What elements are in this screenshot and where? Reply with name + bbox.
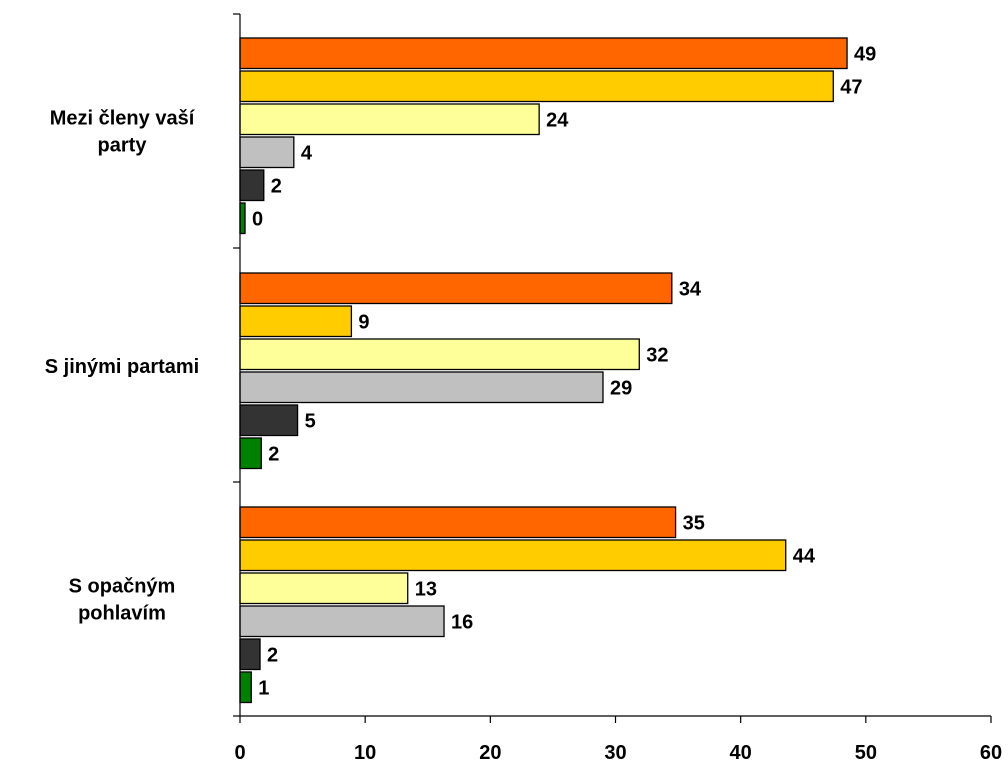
value-label-3-series-4: 16 <box>451 611 473 633</box>
bar-2-series-5 <box>239 404 299 437</box>
axes-layer: 0 10 20 30 40 50 60 <box>233 13 1002 764</box>
x-tick-label-20: 20 <box>479 742 501 764</box>
category-label-3: S opačným pohlavím <box>69 576 176 625</box>
value-label-2-series-2: 9 <box>358 311 369 333</box>
category-labels-layer: Mezi členy vaší party S jinými partami S op… <box>45 108 200 625</box>
bar-2-series-6 <box>239 437 262 470</box>
value-label-3-series-1: 35 <box>683 512 705 534</box>
bar-1-series-6 <box>239 202 246 235</box>
category-label-2-line-1: S jinými partami <box>45 356 200 378</box>
value-label-1-series-3: 24 <box>546 109 569 131</box>
bar-1-series-1 <box>239 37 848 70</box>
bar-3-series-6 <box>239 671 252 704</box>
category-label-1-line-2: party <box>98 135 148 157</box>
value-label-1-series-5: 2 <box>271 175 282 197</box>
bar-3-series-4 <box>239 605 445 638</box>
bar-3-series-3 <box>239 572 409 605</box>
bar-2-series-3 <box>239 338 640 371</box>
value-label-3-series-6: 1 <box>258 677 269 699</box>
x-tick-label-40: 40 <box>730 742 752 764</box>
value-label-1-series-6: 0 <box>252 208 263 230</box>
bar-2-series-4 <box>239 371 604 404</box>
x-tick-label-30: 30 <box>604 742 626 764</box>
value-label-2-series-4: 29 <box>610 377 632 399</box>
value-label-1-series-2: 47 <box>840 76 862 98</box>
category-label-3-line-2: pohlavím <box>78 603 166 625</box>
value-label-3-series-5: 2 <box>267 644 278 666</box>
category-label-1: Mezi členy vaší party <box>50 108 196 157</box>
bar-3-series-5 <box>239 638 261 671</box>
bar-3-series-2 <box>239 539 787 572</box>
category-label-3-line-1: S opačným <box>69 576 176 598</box>
value-label-3-series-2: 44 <box>793 545 816 567</box>
value-label-1-series-1: 49 <box>854 43 876 65</box>
bar-3-series-1 <box>239 506 677 539</box>
bar-1-series-3 <box>239 103 540 136</box>
x-tick-label-60: 60 <box>980 742 1002 764</box>
value-label-2-series-1: 34 <box>679 278 702 300</box>
value-label-2-series-3: 32 <box>646 344 668 366</box>
x-tick-label-10: 10 <box>354 742 376 764</box>
category-label-2: S jinými partami <box>45 356 200 378</box>
value-label-1-series-4: 4 <box>301 142 313 164</box>
category-label-1-line-1: Mezi členy vaší <box>50 108 196 130</box>
value-label-3-series-3: 13 <box>415 578 437 600</box>
bar-1-series-2 <box>239 70 834 103</box>
bar-1-series-4 <box>239 136 295 169</box>
bar-1-series-5 <box>239 169 265 202</box>
bar-2-series-1 <box>239 272 673 305</box>
x-tick-label-0: 0 <box>234 742 245 764</box>
x-tick-label-50: 50 <box>855 742 877 764</box>
bar-2-series-2 <box>239 305 353 338</box>
value-label-2-series-5: 5 <box>305 410 316 432</box>
value-label-2-series-6: 2 <box>268 443 279 465</box>
bars-layer <box>239 37 848 704</box>
